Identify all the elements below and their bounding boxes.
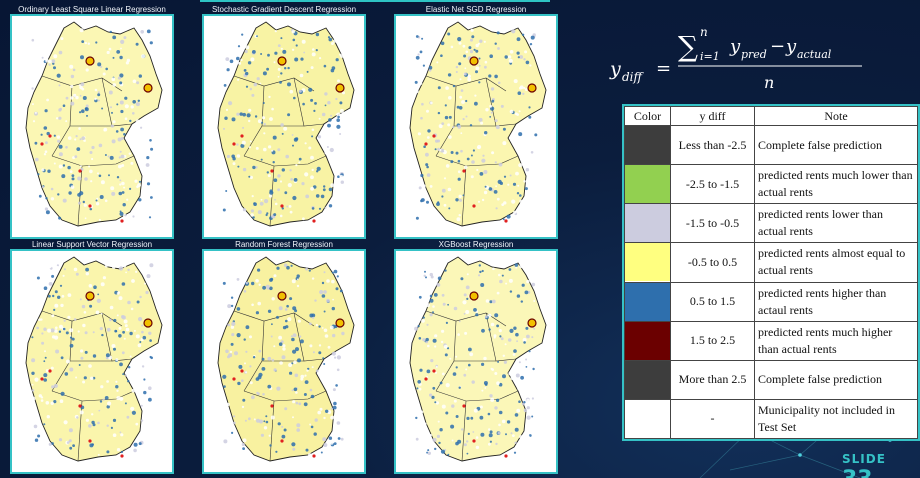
legend-header-row: Color y diff Note <box>624 106 918 126</box>
germany-map <box>409 256 547 462</box>
legend-row: More than 2.5 Complete false prediction <box>624 359 918 400</box>
legend-row: - Municipality not included in Test Set <box>624 398 918 440</box>
legend-range: - <box>670 398 755 440</box>
legend-note: predicted rents much lower than actual r… <box>754 164 918 205</box>
legend-range: -2.5 to -1.5 <box>670 164 755 205</box>
legend-note: predicted rents much higher than actual … <box>754 320 918 361</box>
legend-note: Complete false prediction <box>754 359 918 400</box>
legend-color-swatch <box>624 203 671 244</box>
legend-color-swatch <box>624 124 671 166</box>
legend-note: predicted rents higher than actaul rents <box>754 281 918 322</box>
map-title-sgd: Stochastic Gradient Descent Regression <box>211 5 357 14</box>
svg-text:=: = <box>656 58 671 79</box>
formula-lhs-sub: diff <box>622 70 645 84</box>
slide-number: 33 <box>842 467 873 478</box>
legend-color-swatch <box>624 242 671 283</box>
map-title-xgboost: XGBoost Regression <box>438 240 514 249</box>
map-panel-linear-svr <box>10 249 174 474</box>
svg-text:−: − <box>770 36 785 57</box>
legend-note: Complete false prediction <box>754 124 918 166</box>
map-title-random-forest: Random Forest Regression <box>235 240 333 249</box>
formula-pred-sub: pred <box>741 48 767 61</box>
legend-header-color: Color <box>624 106 671 126</box>
legend-row: 0.5 to 1.5 predicted rents higher than ac… <box>624 281 918 322</box>
legend-table: Color y diff Note Less than -2.5 Complete… <box>622 104 920 441</box>
slide-number-label: SLIDE 33 <box>842 448 920 478</box>
formula-lhs-var: y <box>609 58 621 80</box>
map-panel-ols <box>10 14 174 239</box>
map-panel-xgboost <box>394 249 558 474</box>
legend-row: -2.5 to -1.5 predicted rents much lower t… <box>624 164 918 205</box>
legend-header-note: Note <box>754 106 918 126</box>
legend-row: Less than -2.5 Complete false prediction <box>624 124 918 166</box>
germany-map <box>409 21 547 227</box>
legend-color-swatch <box>624 359 671 400</box>
germany-map <box>25 21 163 227</box>
map-title-linear-svr: Linear Support Vector Regression <box>31 240 153 249</box>
map-panel-sgd <box>202 14 366 239</box>
slide-word: SLIDE <box>842 452 886 466</box>
legend-color-swatch <box>624 320 671 361</box>
legend-range: -0.5 to 0.5 <box>670 242 755 283</box>
ydiff-formula: y diff = ∑ n i=1 y pred − y actual n <box>609 25 862 92</box>
legend-range: 0.5 to 1.5 <box>670 281 755 322</box>
formula-actual-sub: actual <box>797 48 832 61</box>
germany-map <box>217 21 355 227</box>
svg-text:y: y <box>785 36 797 57</box>
map-title-ols: Ordinary Least Square Linear Regression <box>18 5 166 14</box>
formula-sum-sub: i=1 <box>700 50 720 63</box>
legend-note: predicted rents lower than actual rents <box>754 203 918 244</box>
legend-color-swatch <box>624 164 671 205</box>
top-accent-line <box>200 0 550 2</box>
legend-note: predicted rents almost equal to actual r… <box>754 242 918 283</box>
formula-sum-sup: n <box>700 25 708 39</box>
sigma-symbol: ∑ <box>678 30 698 63</box>
legend-row: 1.5 to 2.5 predicted rents much higher th… <box>624 320 918 361</box>
map-panel-elastic-net <box>394 14 558 239</box>
legend-row: -0.5 to 0.5 predicted rents almost equal … <box>624 242 918 283</box>
legend-color-swatch <box>624 281 671 322</box>
svg-text:y: y <box>729 36 741 57</box>
legend-header-ydiff: y diff <box>670 106 755 126</box>
legend-range: More than 2.5 <box>670 359 755 400</box>
legend-range: 1.5 to 2.5 <box>670 320 755 361</box>
germany-map <box>217 256 355 462</box>
legend-range: Less than -2.5 <box>670 124 755 166</box>
legend-body: Less than -2.5 Complete false prediction -… <box>624 124 918 440</box>
legend-range: -1.5 to -0.5 <box>670 203 755 244</box>
map-title-elastic-net: Elastic Net SGD Regression <box>425 5 527 14</box>
legend-row: -1.5 to -0.5 predicted rents lower than a… <box>624 203 918 244</box>
formula-denominator: n <box>764 73 774 92</box>
germany-map <box>25 256 163 462</box>
map-panel-random-forest <box>202 249 366 474</box>
legend-color-swatch <box>624 398 671 440</box>
legend-note: Municipality not included in Test Set <box>754 398 918 440</box>
